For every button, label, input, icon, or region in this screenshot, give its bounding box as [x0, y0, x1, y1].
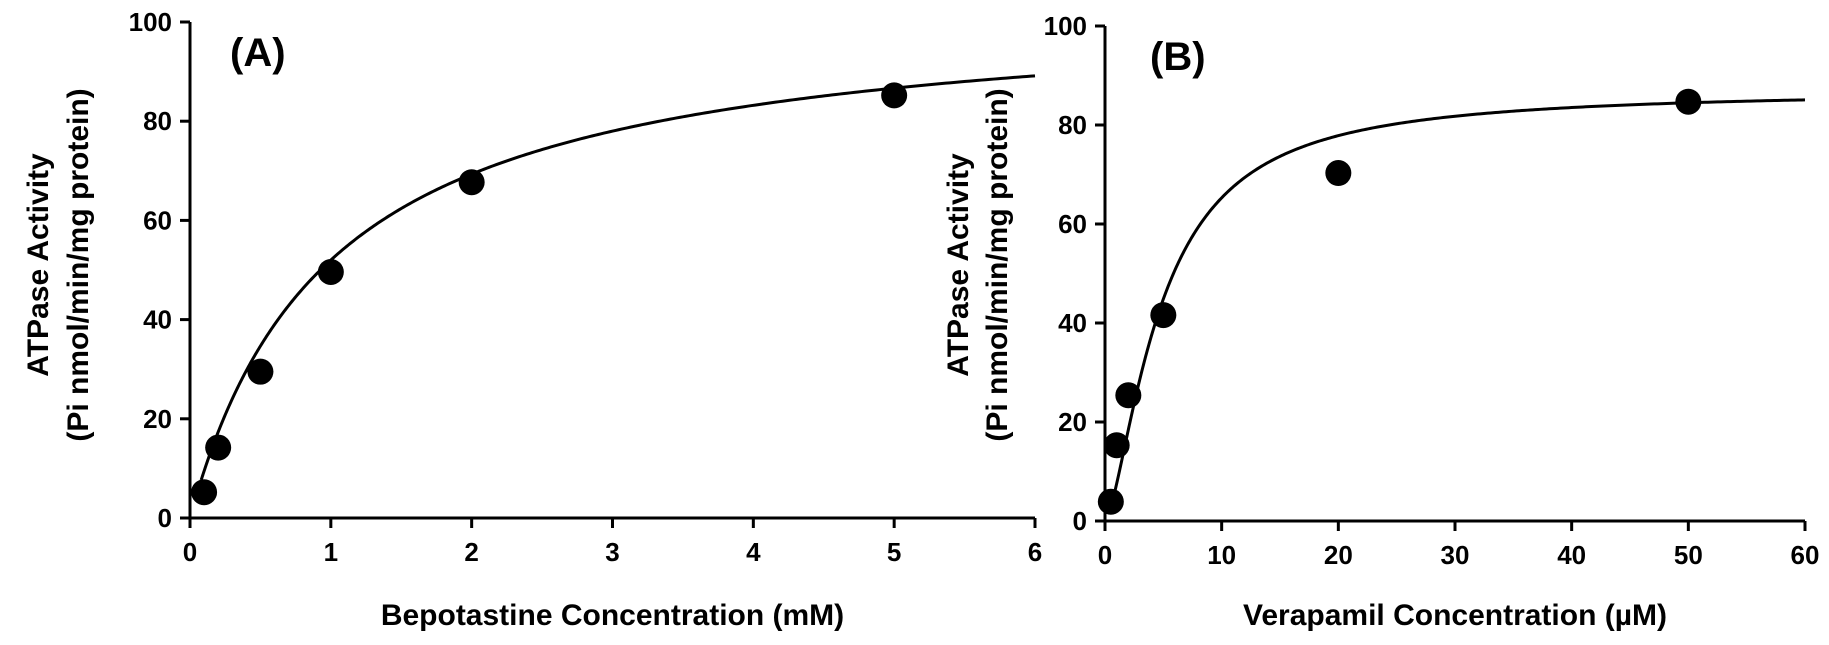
x-axis-title: Verapamil Concentration (µM): [1243, 599, 1667, 632]
x-tick-label: 50: [1674, 540, 1703, 570]
y-axis-title-line2: (Pi nmol/min/mg protein): [981, 88, 1014, 441]
y-tick-label: 100: [129, 7, 172, 37]
data-point: [1150, 302, 1177, 329]
data-point: [1115, 382, 1142, 409]
x-tick-label: 6: [1028, 537, 1042, 567]
y-tick-label: 0: [158, 503, 172, 533]
x-tick-label: 20: [1324, 540, 1353, 570]
x-axis-title: Bepotastine Concentration (mM): [381, 599, 844, 632]
y-axis-title-line1: ATPase Activity: [942, 153, 975, 377]
x-tick-label: 3: [605, 537, 619, 567]
chart-panel-a: 0 20 40 60 80 100 0 1 2 3 4 5 6 Bepotastine Concentra…: [22, 7, 1042, 632]
data-point: [1675, 88, 1702, 115]
data-point: [1103, 432, 1130, 459]
data-point: [1325, 160, 1352, 187]
y-tick-label: 80: [143, 106, 172, 136]
x-tick-label: 40: [1557, 540, 1586, 570]
data-point: [317, 258, 344, 285]
data-point: [1097, 488, 1124, 515]
fit-curve: [199, 74, 1036, 481]
x-tick-label: 30: [1441, 540, 1470, 570]
y-axis-title-line1: ATPase Activity: [22, 153, 55, 377]
chart-panel-b: 0 20 40 60 80 100 0 10 20 30 40 50 60 Verapamil Conce…: [942, 11, 1819, 632]
data-point: [191, 479, 218, 506]
y-tick-label: 20: [1058, 407, 1087, 437]
x-tick-label: 0: [183, 537, 197, 567]
data-point: [458, 169, 485, 196]
x-tick-label: 1: [324, 537, 338, 567]
data-point: [205, 434, 232, 461]
y-tick-label: 100: [1044, 11, 1087, 41]
y-tick-label: 40: [1058, 308, 1087, 338]
data-point: [247, 358, 274, 385]
x-tick-label: 60: [1791, 540, 1820, 570]
panel-label: (B): [1150, 35, 1206, 79]
y-tick-label: 20: [143, 404, 172, 434]
fit-curve: [1108, 98, 1806, 512]
y-tick-label: 60: [1058, 209, 1087, 239]
y-tick-label: 60: [143, 205, 172, 235]
y-tick-label: 80: [1058, 110, 1087, 140]
x-tick-label: 2: [464, 537, 478, 567]
x-tick-label: 4: [746, 537, 761, 567]
x-tick-label: 5: [887, 537, 901, 567]
y-tick-label: 0: [1073, 506, 1087, 536]
data-point: [881, 82, 908, 109]
y-axis-title-line2: (Pi nmol/min/mg protein): [62, 88, 95, 441]
x-tick-label: 10: [1207, 540, 1236, 570]
panel-label: (A): [230, 31, 286, 75]
y-tick-label: 40: [143, 305, 172, 335]
x-tick-label: 0: [1098, 540, 1112, 570]
